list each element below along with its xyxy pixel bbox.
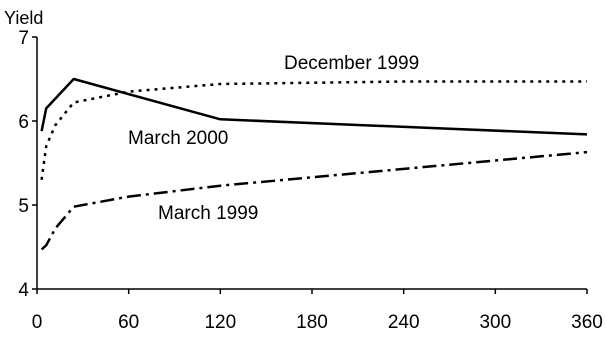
x-tick-label: 300 [479,312,511,333]
y-tick-label: 4 [18,280,29,301]
x-tick-label: 120 [204,312,236,333]
y-tick-label: 7 [18,28,29,49]
series-label-march-2000: March 2000 [128,128,228,149]
x-ticks: 0 60 120 180 240 300 360 [32,289,603,333]
x-tick-label: 360 [571,312,603,333]
x-tick-label: 180 [296,312,328,333]
y-ticks: 4 5 6 7 [18,28,37,301]
x-tick-label: 60 [118,312,139,333]
series-line-december-1999 [40,80,587,180]
series-line-march-1999 [40,150,588,251]
series-layer [40,77,588,251]
y-axis-label: Yield [4,8,43,28]
series-labels: December 1999 March 2000 March 1999 [128,53,419,224]
series-label-march-1999: March 1999 [158,203,258,224]
x-tick-label: 0 [32,312,43,333]
axes [36,37,587,290]
y-tick-label: 5 [18,196,29,217]
series-label-december-1999: December 1999 [284,53,419,74]
y-tick-label: 6 [18,112,29,133]
x-tick-label: 240 [388,312,420,333]
series-line-march-2000 [40,77,588,136]
